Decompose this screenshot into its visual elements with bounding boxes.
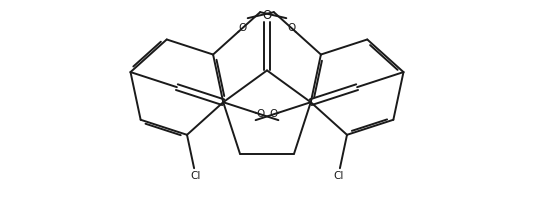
Text: O: O (238, 23, 246, 33)
Text: Cl: Cl (191, 171, 201, 180)
Text: O: O (269, 109, 278, 119)
Text: O: O (256, 109, 265, 119)
Text: O: O (262, 9, 272, 22)
Text: Cl: Cl (333, 171, 343, 180)
Text: O: O (288, 23, 296, 33)
